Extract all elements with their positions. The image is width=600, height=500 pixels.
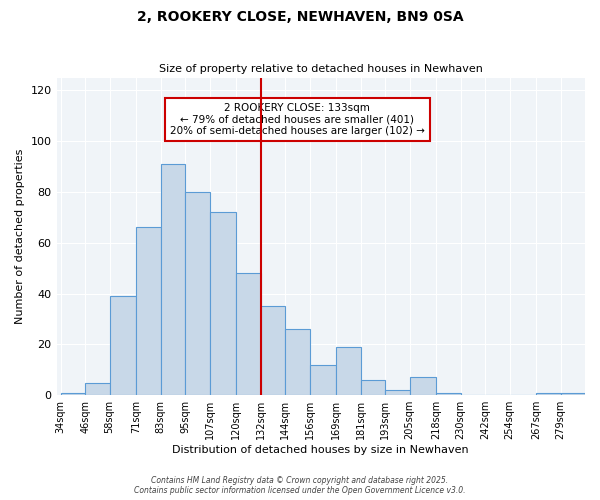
Bar bbox=[436, 392, 461, 395]
Bar bbox=[336, 347, 361, 395]
Bar bbox=[536, 392, 560, 395]
Text: 2, ROOKERY CLOSE, NEWHAVEN, BN9 0SA: 2, ROOKERY CLOSE, NEWHAVEN, BN9 0SA bbox=[137, 10, 463, 24]
Bar bbox=[61, 392, 85, 395]
Bar bbox=[260, 306, 285, 395]
Bar bbox=[310, 364, 336, 395]
Text: 2 ROOKERY CLOSE: 133sqm
← 79% of detached houses are smaller (401)
20% of semi-d: 2 ROOKERY CLOSE: 133sqm ← 79% of detache… bbox=[170, 103, 425, 136]
Bar bbox=[410, 378, 436, 395]
Bar bbox=[209, 212, 236, 395]
Bar bbox=[361, 380, 385, 395]
Bar bbox=[110, 296, 136, 395]
Text: Contains HM Land Registry data © Crown copyright and database right 2025.
Contai: Contains HM Land Registry data © Crown c… bbox=[134, 476, 466, 495]
Bar bbox=[285, 329, 310, 395]
Bar bbox=[560, 392, 585, 395]
Bar bbox=[385, 390, 410, 395]
Bar bbox=[136, 228, 161, 395]
Y-axis label: Number of detached properties: Number of detached properties bbox=[15, 148, 25, 324]
Bar bbox=[85, 382, 110, 395]
Bar bbox=[236, 273, 260, 395]
Title: Size of property relative to detached houses in Newhaven: Size of property relative to detached ho… bbox=[159, 64, 483, 74]
Bar bbox=[185, 192, 209, 395]
Bar bbox=[161, 164, 185, 395]
X-axis label: Distribution of detached houses by size in Newhaven: Distribution of detached houses by size … bbox=[172, 445, 469, 455]
